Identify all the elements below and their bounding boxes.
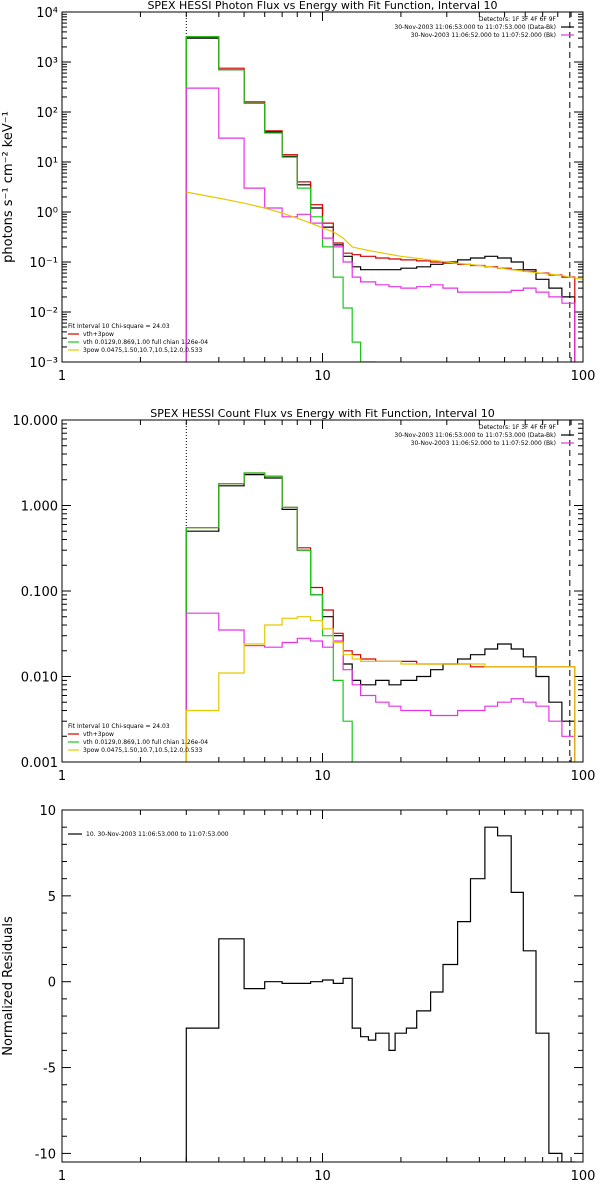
legend-bottom-item: vth+3pow (83, 731, 114, 738)
legend-top-item: Detectors: 1F 3F 4F 6F 9F (479, 16, 557, 23)
x-tick-label: 100 (571, 769, 596, 784)
legend-bottom-item: Fit Interval 10 Chi-square = 24.03 (68, 723, 170, 730)
legend-top-item: 30-Nov-2003 11:06:53.000 to 11:07:53.000… (394, 432, 556, 439)
legend-bottom-item: vth+3pow (83, 331, 114, 338)
y-tick-label: 5 (48, 890, 56, 905)
y-tick-label: 0.001 (21, 756, 58, 771)
y-tick-label: 0 (48, 976, 56, 991)
plot-area (185, 826, 576, 1162)
chart-2: SPEX HESSI Count Flux vs Energy with Fit… (13, 407, 596, 784)
x-tick-label: 1 (58, 769, 66, 784)
plot-frame (61, 419, 584, 763)
legend-top-item: Detectors: 1F 3F 4F 6F 9F (479, 424, 557, 431)
series-data-bk (185, 474, 576, 762)
y-tick-label: 1.000 (21, 500, 58, 515)
x-tick-label: 1 (58, 1169, 66, 1184)
legend-bottom-item: vth 0.0129,0.869,1.00 full chian 1.26e-0… (83, 339, 208, 346)
y-tick-label: 10² (36, 106, 58, 121)
plot-area (185, 12, 583, 362)
legend-bottom-item: 3pow 0.0475,1.50,10.7,10.5,12.0,0.533 (83, 747, 202, 754)
chart-3: 1 10 100 -10 -5 0 5 10 Normalized Residuals 10. 3… (1, 804, 596, 1184)
legend-bottom-item: 3pow 0.0475,1.50,10.7,10.5,12.0,0.533 (83, 347, 202, 354)
series-vth (185, 472, 353, 762)
y-tick-label: -10 (35, 1147, 56, 1162)
x-tick-label: 10 (314, 769, 331, 784)
y-tick-label: 10 (39, 804, 56, 819)
x-tick-label: 100 (571, 1169, 596, 1184)
series-bk (185, 87, 576, 362)
series-vth-3pow (185, 36, 576, 362)
y-tick-label: 10.000 (13, 414, 59, 429)
y-tick-label: 10⁻¹ (29, 256, 58, 271)
legend-bottom-item: Fit Interval 10 Chi-square = 24.03 (68, 323, 170, 330)
plot-area (185, 420, 576, 762)
plot-frame (61, 11, 584, 363)
legend-item: 10. 30-Nov-2003 11:06:53.000 to 11:07:53… (86, 831, 229, 838)
y-tick-label: 10⁻³ (29, 356, 58, 371)
chart-1: SPEX HESSI Photon Flux vs Energy with Fi… (1, 0, 596, 384)
legend-top-item: 30-Nov-2003 11:06:53.000 to 11:07:53.000… (394, 24, 556, 31)
series-10-30-nov-2003-11-06-53-000-to-11-07-53-000 (185, 826, 576, 1162)
y-tick-label: 10⁰ (36, 206, 58, 221)
y-axis-label: photons s⁻¹ cm⁻² keV⁻¹ (1, 111, 16, 263)
chart-title: SPEX HESSI Count Flux vs Energy with Fit… (150, 407, 494, 420)
series-3pow (186, 191, 583, 280)
x-tick-label: 10 (314, 369, 331, 384)
series-vth (185, 36, 377, 362)
x-tick-label: 10 (314, 1169, 331, 1184)
chart-title: SPEX HESSI Photon Flux vs Energy with Fi… (147, 0, 497, 12)
y-axis-label: Normalized Residuals (1, 916, 16, 1056)
y-tick-label: 0.010 (21, 671, 58, 686)
y-tick-label: 10⁻² (29, 306, 58, 321)
legend-bottom-item: vth 0.0129,0.869,1.00 full chian 1.26e-0… (83, 739, 208, 746)
series-3pow (185, 616, 576, 762)
y-tick-label: 0.100 (21, 585, 58, 600)
y-tick-label: -5 (43, 1062, 56, 1077)
series-bk (185, 612, 576, 762)
legend-top-item: 30-Nov-2003 11:06:52.000 to 11:07:52.000… (411, 32, 556, 39)
y-tick-label: 10¹ (36, 156, 58, 171)
y-tick-label: 10³ (36, 56, 58, 71)
x-tick-label: 1 (58, 369, 66, 384)
plot-frame (61, 809, 584, 1163)
x-tick-label: 100 (571, 369, 596, 384)
legend-top-item: 30-Nov-2003 11:06:52.000 to 11:07:52.000… (411, 440, 556, 447)
y-tick-label: 10⁴ (36, 6, 58, 21)
